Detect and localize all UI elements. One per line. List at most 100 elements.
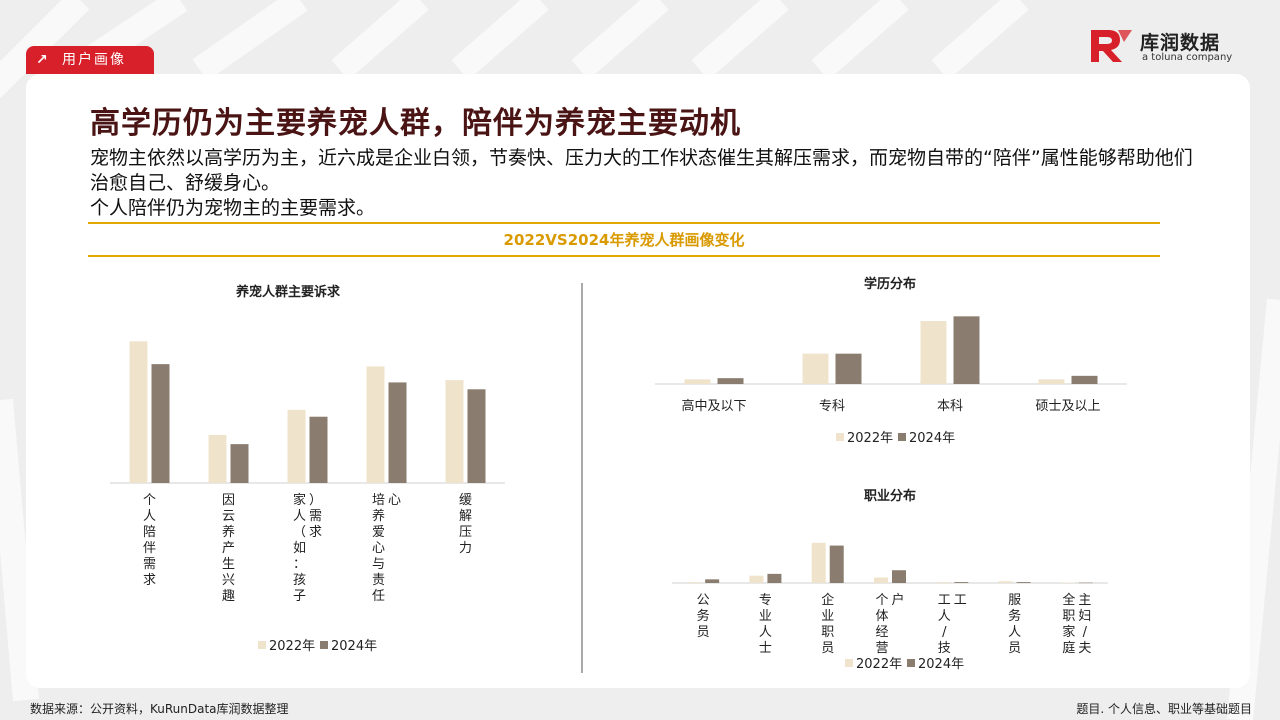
legend-swatch-2-1 [907,659,915,667]
svg-text:技: 技 [938,641,951,656]
svg-text:务: 务 [1008,608,1021,624]
svg-text:公: 公 [697,593,710,608]
logo-name: 库润数据 [1140,32,1221,54]
page-title: 高学历仍为主要养宠人群，陪伴为养宠主要动机 [90,106,741,141]
bar-0-2-0 [287,409,306,483]
chart-title-2: 职业分布 [864,488,916,504]
svg-text:产: 产 [222,541,235,556]
svg-text:养: 养 [372,508,385,524]
bar-1-0-1 [717,378,744,384]
svg-text:因: 因 [222,493,235,508]
band-line-top [88,222,1160,224]
bar-1-2-1 [953,316,980,384]
category-label-0-2: 家人（如：孩子 ）需求 [293,492,322,604]
bar-2-1-0 [749,575,764,583]
svg-text:业: 业 [821,609,834,624]
svg-text:陪: 陪 [143,525,156,540]
svg-text:求: 求 [309,525,322,540]
svg-text:士: 士 [759,641,772,656]
svg-text:孩: 孩 [293,573,306,588]
svg-text:员: 员 [1008,641,1021,656]
svg-text:兴: 兴 [222,573,235,588]
legend-swatch-0-1 [320,641,328,649]
bar-2-3-0 [874,577,888,583]
section-title: 2022VS2024年养宠人群画像变化 [503,231,745,249]
svg-text:主: 主 [1078,593,1091,608]
svg-text:工: 工 [938,593,951,608]
bar-0-4-1 [467,389,486,483]
description-line-1: 宠物主依然以高学历为主，近六成是企业白领，节奏快、压力大的工作状态催生其解压需求… [90,147,1193,194]
legend-swatch-1-0 [836,433,844,441]
svg-text:个: 个 [143,493,156,508]
bar-1-3-0 [1038,379,1065,384]
chart-title-0: 养宠人群主要诉求 [235,284,341,300]
svg-text:人: 人 [938,609,951,624]
svg-text:营: 营 [875,641,888,656]
legend-label-0-1: 2024年 [331,639,377,654]
category-label-1-1: 专科 [819,399,845,414]
legend-swatch-1-1 [898,433,906,441]
svg-text:养: 养 [222,524,235,540]
bar-2-5-0 [998,581,1013,583]
category-label-1-3: 硕士及以上 [1035,399,1100,414]
bar-2-1-1 [767,573,782,583]
legend-label-1-0: 2022年 [847,431,893,446]
svg-text:/: / [1083,625,1088,640]
svg-text:专: 专 [759,593,772,608]
bar-2-3-1 [892,570,906,583]
footer-source: 数据来源：公开资料，KuRunData库润数据整理 [30,702,289,716]
svg-text:（: （ [293,525,306,540]
svg-text:职: 职 [1062,609,1075,624]
category-label-2-4: 工人/技 工 [938,593,967,656]
bar-0-4-0 [445,380,464,483]
svg-text:培: 培 [372,492,385,508]
bar-1-0-0 [684,379,711,384]
bar-0-3-1 [388,382,407,483]
category-label-1-0: 高中及以下 [681,398,746,414]
svg-text:服: 服 [1008,593,1021,608]
svg-text:伴: 伴 [143,541,156,556]
bar-2-2-0 [811,542,826,583]
svg-text:趣: 趣 [222,589,235,604]
svg-text:：: ： [293,557,306,572]
svg-text:子: 子 [293,589,306,604]
description: 宠物主依然以高学历为主，近六成是企业白领，节奏快、压力大的工作状态催生其解压需求… [90,146,1210,221]
footer-note: 题目. 个人信息、职业等基础题目 [1076,702,1252,716]
brand-logo: 库润数据 a toluna company [1088,28,1248,68]
svg-text:户: 户 [891,592,904,608]
bar-2-5-1 [1016,582,1031,583]
bar-2-4-0 [936,582,951,583]
legend-label-2-1: 2024年 [918,657,964,672]
bar-2-6-0 [1060,582,1075,583]
section-tag-label: 用户画像 [62,52,126,68]
svg-text:心: 心 [388,493,401,508]
logo-subtitle: a toluna company [1142,52,1233,63]
svg-text:/: / [942,625,947,640]
svg-text:夫: 夫 [1078,641,1091,656]
svg-text:务: 务 [697,608,710,624]
svg-text:如: 如 [293,540,306,556]
svg-text:需: 需 [309,509,322,524]
svg-text:人: 人 [1008,625,1021,640]
svg-text:员: 员 [821,641,834,656]
svg-text:任: 任 [372,589,385,604]
chart-divider [581,283,583,673]
category-label-2-0: 公务员 [697,593,710,640]
svg-text:体: 体 [875,609,888,624]
svg-text:全: 全 [1062,592,1075,608]
bar-0-1-1 [230,444,249,483]
svg-text:爱: 爱 [372,525,385,540]
bar-1-1-1 [835,353,862,384]
svg-text:个: 个 [875,593,888,608]
svg-text:企: 企 [821,592,834,608]
svg-text:责: 责 [372,573,385,588]
svg-text:职: 职 [821,625,834,640]
section-band: 2022VS2024年养宠人群画像变化 [88,222,1160,258]
section-tag: ↗ 用户画像 [26,46,154,74]
